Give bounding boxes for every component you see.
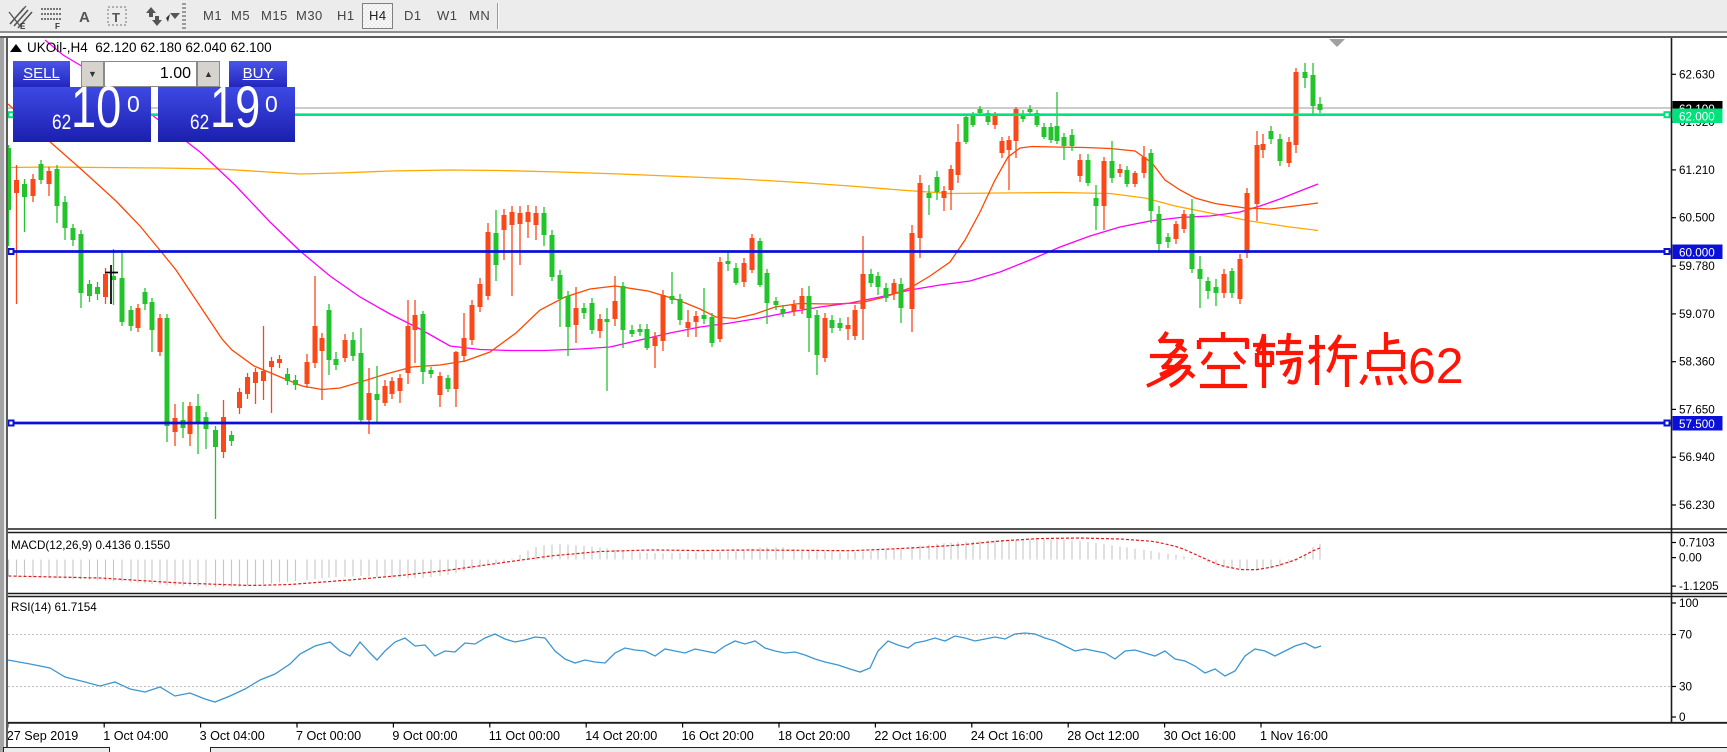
svg-text:E: E <box>20 22 26 31</box>
svg-text:1 Nov 16:00: 1 Nov 16:00 <box>1260 729 1328 743</box>
svg-text:24 Oct 16:00: 24 Oct 16:00 <box>971 729 1043 743</box>
svg-text:9 Oct 00:00: 9 Oct 00:00 <box>392 729 457 743</box>
svg-text:61.210: 61.210 <box>1679 164 1715 177</box>
svg-text:A: A <box>79 9 90 26</box>
svg-text:16 Oct 20:00: 16 Oct 20:00 <box>682 729 754 743</box>
svg-text:59.780: 59.780 <box>1679 260 1715 273</box>
svg-text:F: F <box>55 22 60 31</box>
svg-text:22 Oct 16:00: 22 Oct 16:00 <box>874 729 946 743</box>
svg-text:62: 62 <box>1408 338 1464 394</box>
svg-text:60.000: 60.000 <box>1679 247 1715 260</box>
svg-text:100: 100 <box>1679 597 1699 610</box>
svg-text:3 Oct 04:00: 3 Oct 04:00 <box>200 729 265 743</box>
svg-text:UKOil-,H4 62.120 62.180 62.04: UKOil-,H4 62.120 62.180 62.040 62.100 <box>27 40 272 55</box>
svg-text:14 Oct 20:00: 14 Oct 20:00 <box>585 729 657 743</box>
svg-text:27 Sep 2019: 27 Sep 2019 <box>7 729 78 743</box>
svg-text:30 Oct 16:00: 30 Oct 16:00 <box>1164 729 1236 743</box>
svg-text:30: 30 <box>1679 681 1693 694</box>
svg-text:56.230: 56.230 <box>1679 499 1715 512</box>
svg-text:0.00: 0.00 <box>1679 552 1702 565</box>
svg-text:7 Oct 00:00: 7 Oct 00:00 <box>296 729 361 743</box>
svg-text:57.500: 57.500 <box>1679 418 1715 431</box>
svg-text:1 Oct 04:00: 1 Oct 04:00 <box>103 729 168 743</box>
svg-text:28 Oct 12:00: 28 Oct 12:00 <box>1067 729 1139 743</box>
svg-text:59.070: 59.070 <box>1679 308 1715 321</box>
svg-text:0: 0 <box>1679 711 1686 724</box>
svg-text:MACD(12,26,9) 0.4136 0.1550: MACD(12,26,9) 0.4136 0.1550 <box>11 539 171 552</box>
svg-text:56.940: 56.940 <box>1679 451 1715 464</box>
svg-text:58.360: 58.360 <box>1679 356 1715 369</box>
svg-text:11 Oct 00:00: 11 Oct 00:00 <box>489 729 560 743</box>
svg-text:T: T <box>112 10 120 25</box>
svg-text:0.7103: 0.7103 <box>1679 537 1715 550</box>
svg-text:70: 70 <box>1679 629 1693 642</box>
svg-text:62.630: 62.630 <box>1679 68 1715 81</box>
svg-text:-1.1205: -1.1205 <box>1679 580 1719 593</box>
svg-text:18 Oct 20:00: 18 Oct 20:00 <box>778 729 850 743</box>
svg-text:62.000: 62.000 <box>1679 111 1715 124</box>
svg-text:57.650: 57.650 <box>1679 403 1715 416</box>
svg-text:60.500: 60.500 <box>1679 212 1715 225</box>
svg-text:RSI(14) 61.7154: RSI(14) 61.7154 <box>11 601 97 614</box>
